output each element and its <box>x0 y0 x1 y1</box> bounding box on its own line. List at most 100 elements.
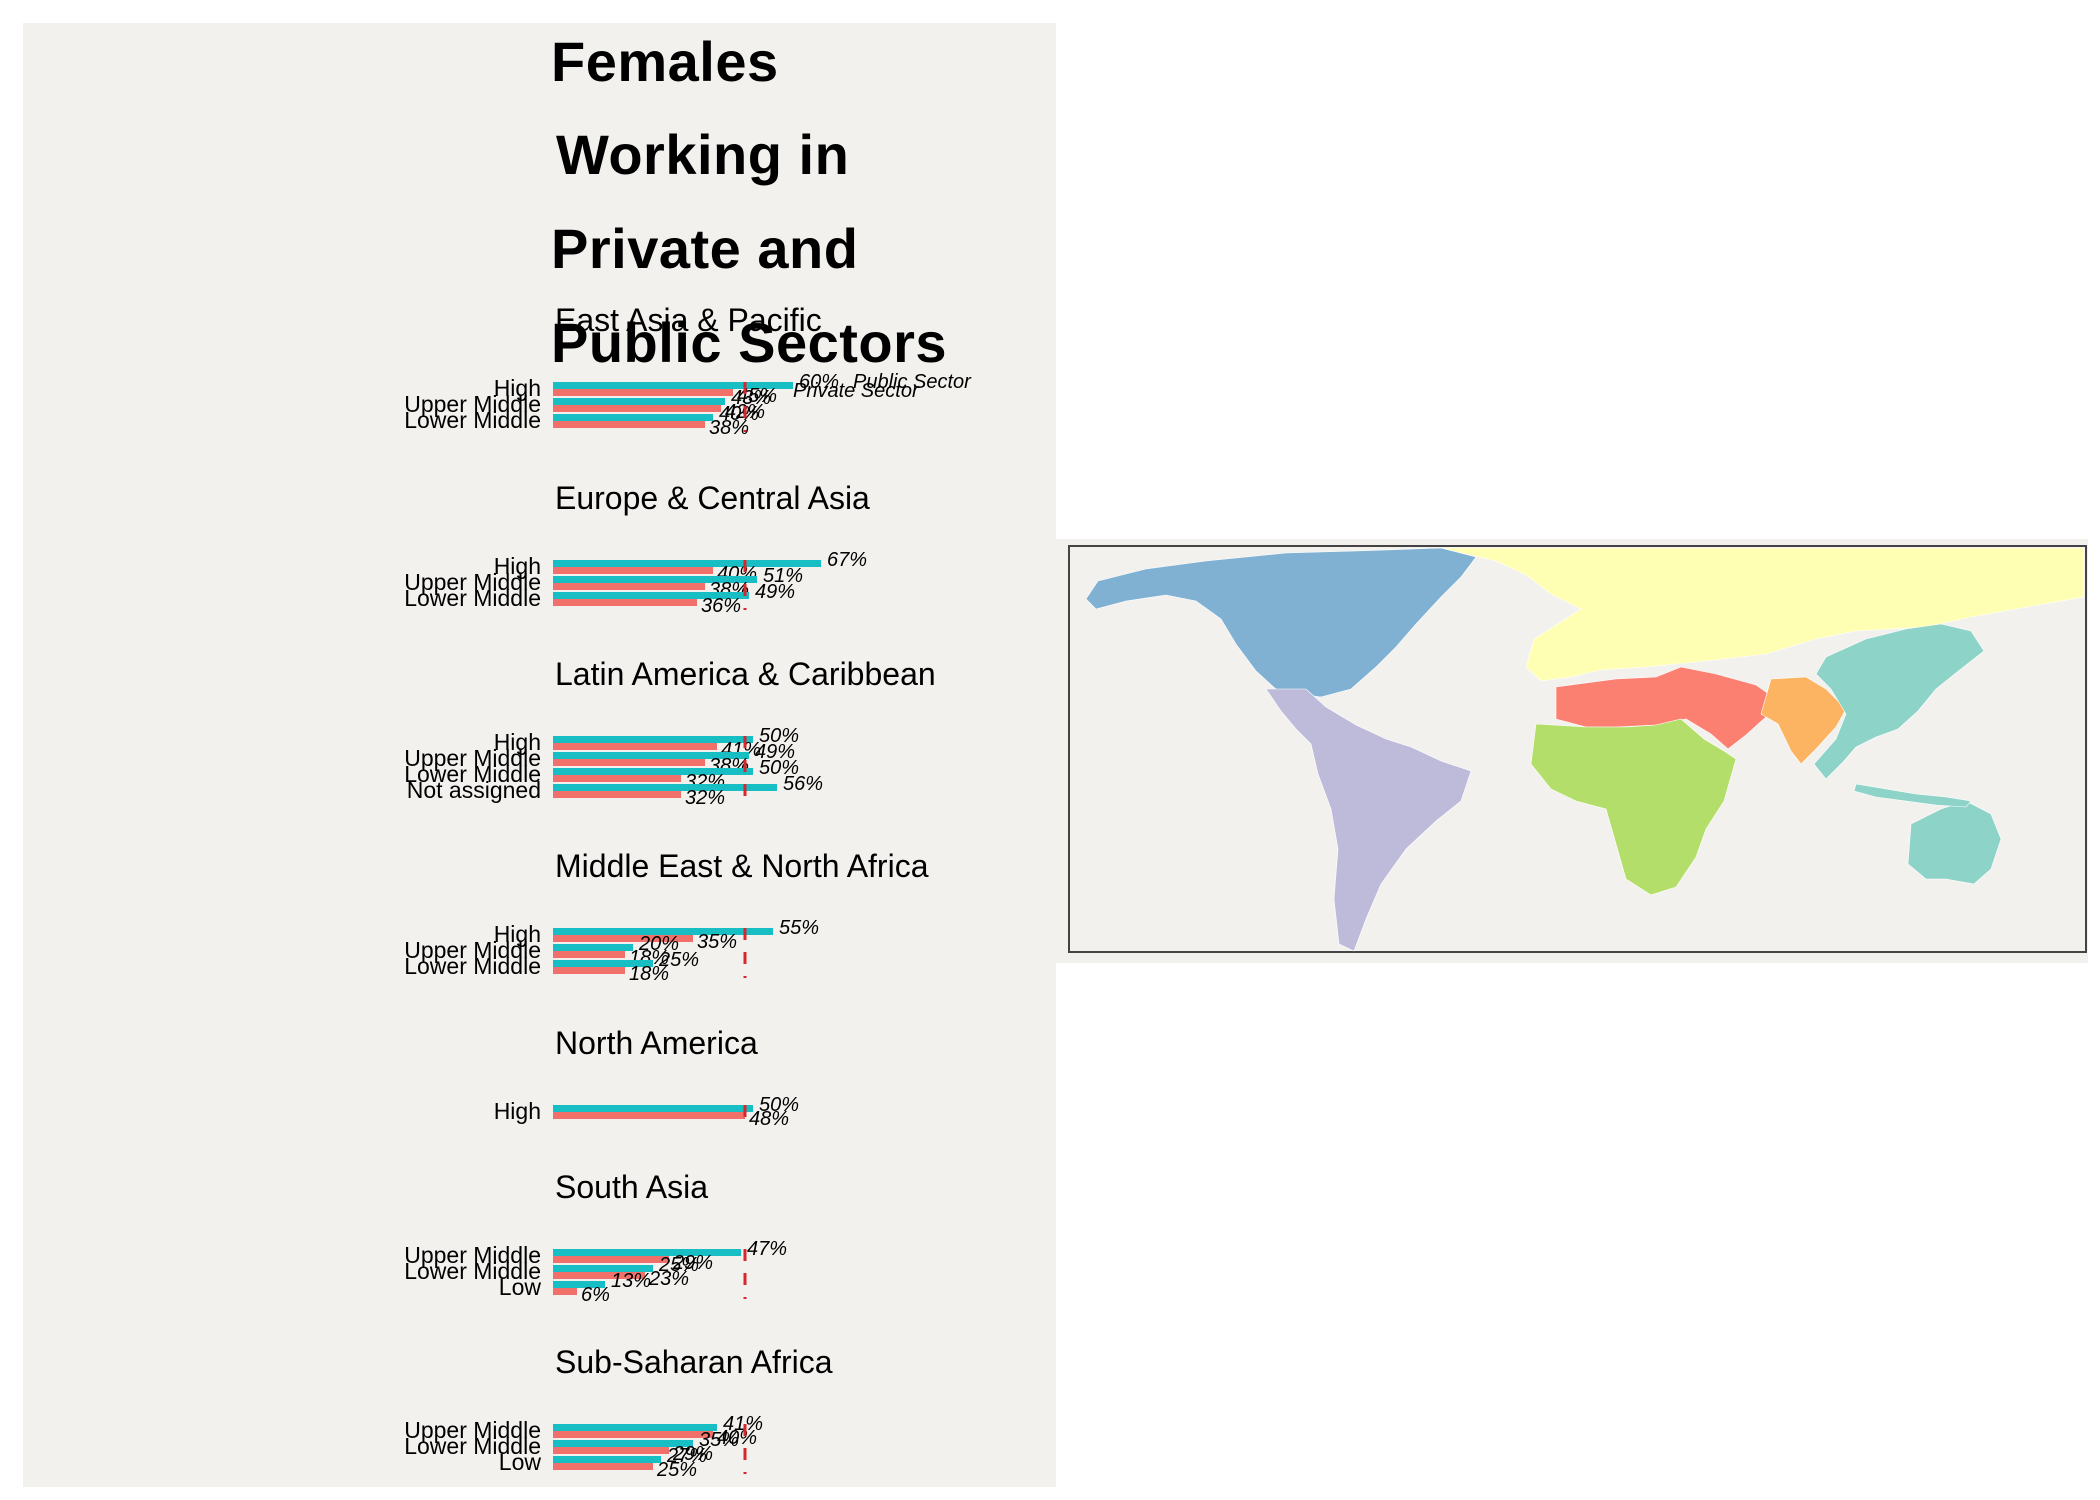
bar-public <box>553 382 793 389</box>
value-label-public: 20% <box>638 933 679 955</box>
map-region-east-asia-pacific <box>1813 623 1985 780</box>
bar-private <box>553 967 625 974</box>
map-frame <box>1068 545 2087 953</box>
bar-public <box>553 1440 693 1447</box>
category-label: High <box>494 921 541 947</box>
value-label-public: 49% <box>755 741 795 763</box>
bar-private <box>553 405 721 412</box>
category-label: Upper Middle <box>404 1417 541 1443</box>
map-region-latin-america <box>1265 688 1472 952</box>
bar-private <box>553 1256 669 1263</box>
map-region-indonesia <box>1853 783 1972 808</box>
value-label-public: 50% <box>759 725 799 747</box>
category-label: Low <box>499 1449 542 1475</box>
value-label-private: 38% <box>709 417 749 439</box>
value-label-private: 45% <box>737 385 777 407</box>
bar-private <box>553 1288 577 1295</box>
value-label-public: 41% <box>723 1413 763 1435</box>
bar-public <box>553 768 753 775</box>
category-label: Low <box>499 1274 542 1300</box>
category-label: Upper Middle <box>404 1242 541 1268</box>
bar-private <box>553 389 733 396</box>
world-map-panel <box>1056 539 2088 963</box>
value-label-private: 23% <box>648 1268 689 1290</box>
category-label: Upper Middle <box>404 937 541 963</box>
map-region-europe-central-asia <box>1440 547 2085 682</box>
category-label: High <box>494 375 541 401</box>
bar-public <box>553 592 749 599</box>
legend-private: Private Sector <box>793 380 920 402</box>
category-label: Not assigned <box>407 777 541 803</box>
bar-private <box>553 791 681 798</box>
value-label-private: 48% <box>749 1108 789 1130</box>
facet-title: Sub-Saharan Africa <box>555 1344 833 1380</box>
facet-title: North America <box>555 1025 758 1061</box>
value-label-public: 50% <box>759 757 799 779</box>
value-label-private: 6% <box>581 1284 610 1306</box>
category-label: Lower Middle <box>404 761 541 787</box>
chart-panel: East Asia & Pacific High 60% 45% Public Sect… <box>23 23 1056 1487</box>
category-label: High <box>494 553 541 579</box>
value-label-private: 32% <box>685 787 725 809</box>
chart-title-line-3: Private and <box>551 217 859 280</box>
value-label-private: 40% <box>717 1427 757 1449</box>
bar-private <box>553 1431 713 1438</box>
bar-public <box>553 576 757 583</box>
bar-private <box>553 1463 653 1470</box>
bar-private <box>553 599 697 606</box>
bar-public <box>553 784 777 791</box>
value-label-private: 36% <box>701 595 741 617</box>
map-region-south-asia <box>1760 676 1847 765</box>
bar-public <box>553 560 821 567</box>
bar-private <box>553 421 705 428</box>
category-label: Upper Middle <box>404 745 541 771</box>
bar-public <box>553 1249 741 1256</box>
bar-private <box>553 775 681 782</box>
category-label: Lower Middle <box>404 407 541 433</box>
chart-title-line-4: Public Sectors <box>551 311 948 374</box>
value-label-public: 43% <box>731 387 771 409</box>
value-label-private: 29% <box>672 1252 713 1274</box>
bar-chart: East Asia & Pacific High 60% 45% Public Sect… <box>404 302 972 1481</box>
value-label-public: 40% <box>719 403 759 425</box>
value-label-private: 29% <box>672 1443 713 1465</box>
facet-title: South Asia <box>555 1169 708 1205</box>
category-label: Lower Middle <box>404 953 541 979</box>
bar-private <box>553 583 705 590</box>
bar-public <box>553 398 725 405</box>
value-label-public: 60% <box>799 371 839 393</box>
bar-private <box>553 759 705 766</box>
value-label-public: 35% <box>699 1429 739 1451</box>
legend-public: Public Sector <box>853 371 972 393</box>
map-region-australia <box>1907 800 2002 885</box>
bar-private <box>553 935 693 942</box>
bar-private <box>553 1447 669 1454</box>
map-region-north-america <box>1085 547 1477 698</box>
value-label-public: 50% <box>759 1094 799 1116</box>
bar-private <box>553 743 717 750</box>
value-label-public: 49% <box>755 581 795 603</box>
map-region-sub-saharan-africa <box>1530 718 1737 896</box>
bar-public <box>553 1424 717 1431</box>
bar-public <box>553 414 713 421</box>
value-label-public: 25% <box>658 1254 699 1276</box>
world-map <box>1068 545 2087 953</box>
category-label: High <box>494 1098 541 1124</box>
category-label: High <box>494 729 541 755</box>
value-label-public: 27% <box>666 1445 707 1467</box>
value-label-public: 51% <box>763 565 803 587</box>
category-label: Upper Middle <box>404 391 541 417</box>
bar-public <box>553 1456 661 1463</box>
bar-private <box>553 567 713 574</box>
bar-private <box>553 1112 745 1119</box>
bar-private <box>553 1272 645 1279</box>
value-label-public: 67% <box>827 549 867 571</box>
value-label-public: 13% <box>611 1270 651 1292</box>
bar-public <box>553 944 633 951</box>
chart-title-line-2: Working in <box>556 123 850 186</box>
category-label: Lower Middle <box>404 1258 541 1284</box>
value-label-private: 25% <box>656 1459 697 1481</box>
bar-public <box>553 928 773 935</box>
value-label-public: 47% <box>747 1238 787 1260</box>
bar-public <box>553 736 753 743</box>
